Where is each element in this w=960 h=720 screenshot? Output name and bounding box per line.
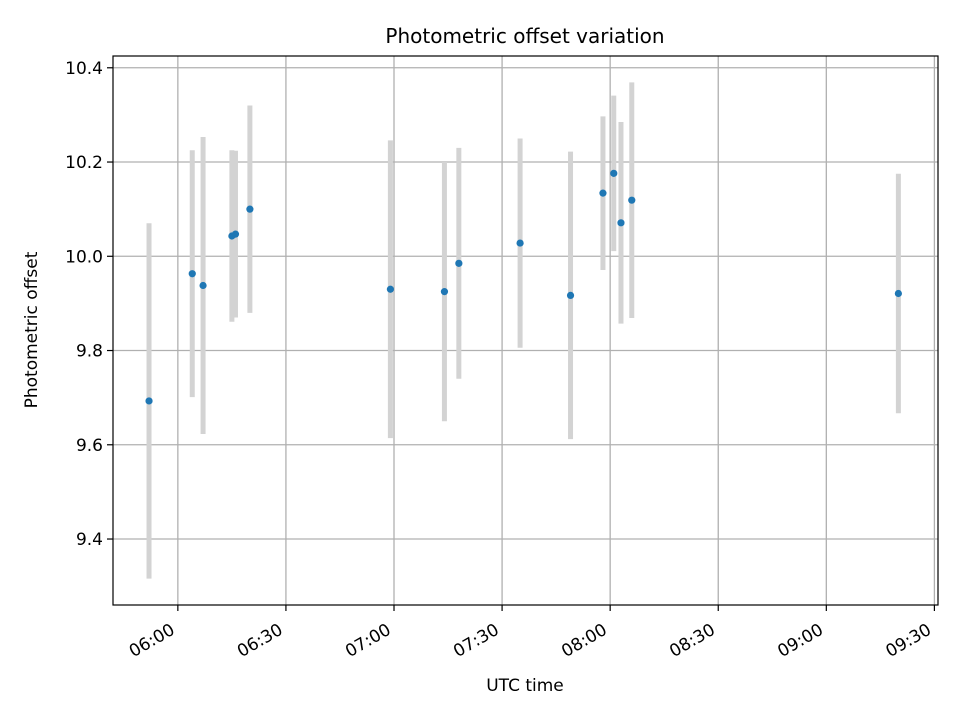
data-point bbox=[231, 230, 240, 238]
data-points bbox=[145, 169, 902, 405]
data-point bbox=[188, 270, 196, 278]
y-axis-ticks: 9.4 9.6 9.8 10.0 10.2 10.4 bbox=[65, 59, 113, 550]
data-point bbox=[145, 397, 153, 405]
data-point bbox=[894, 289, 902, 298]
plot-frame bbox=[112, 55, 939, 606]
data-point bbox=[617, 219, 625, 227]
y-tick-label: 9.6 bbox=[76, 436, 103, 456]
data-point bbox=[628, 196, 636, 204]
data-point bbox=[246, 205, 254, 213]
data-point bbox=[516, 239, 524, 247]
data-point bbox=[386, 285, 395, 293]
y-tick-label: 9.4 bbox=[76, 530, 103, 550]
data-point bbox=[566, 291, 575, 299]
data-point bbox=[199, 281, 207, 290]
data-point bbox=[455, 259, 463, 267]
x-axis-label: UTC time bbox=[486, 676, 564, 696]
data-point bbox=[599, 189, 607, 197]
y-tick-label: 10.2 bbox=[65, 153, 103, 173]
y-tick-label: 9.8 bbox=[76, 342, 103, 362]
chart-title: Photometric offset variation bbox=[385, 24, 664, 48]
data-point bbox=[610, 169, 618, 177]
y-tick-label: 10.4 bbox=[65, 59, 103, 79]
y-tick-label: 10.0 bbox=[65, 247, 103, 267]
y-axis-label: Photometric offset bbox=[22, 251, 42, 408]
data-point bbox=[440, 288, 449, 296]
